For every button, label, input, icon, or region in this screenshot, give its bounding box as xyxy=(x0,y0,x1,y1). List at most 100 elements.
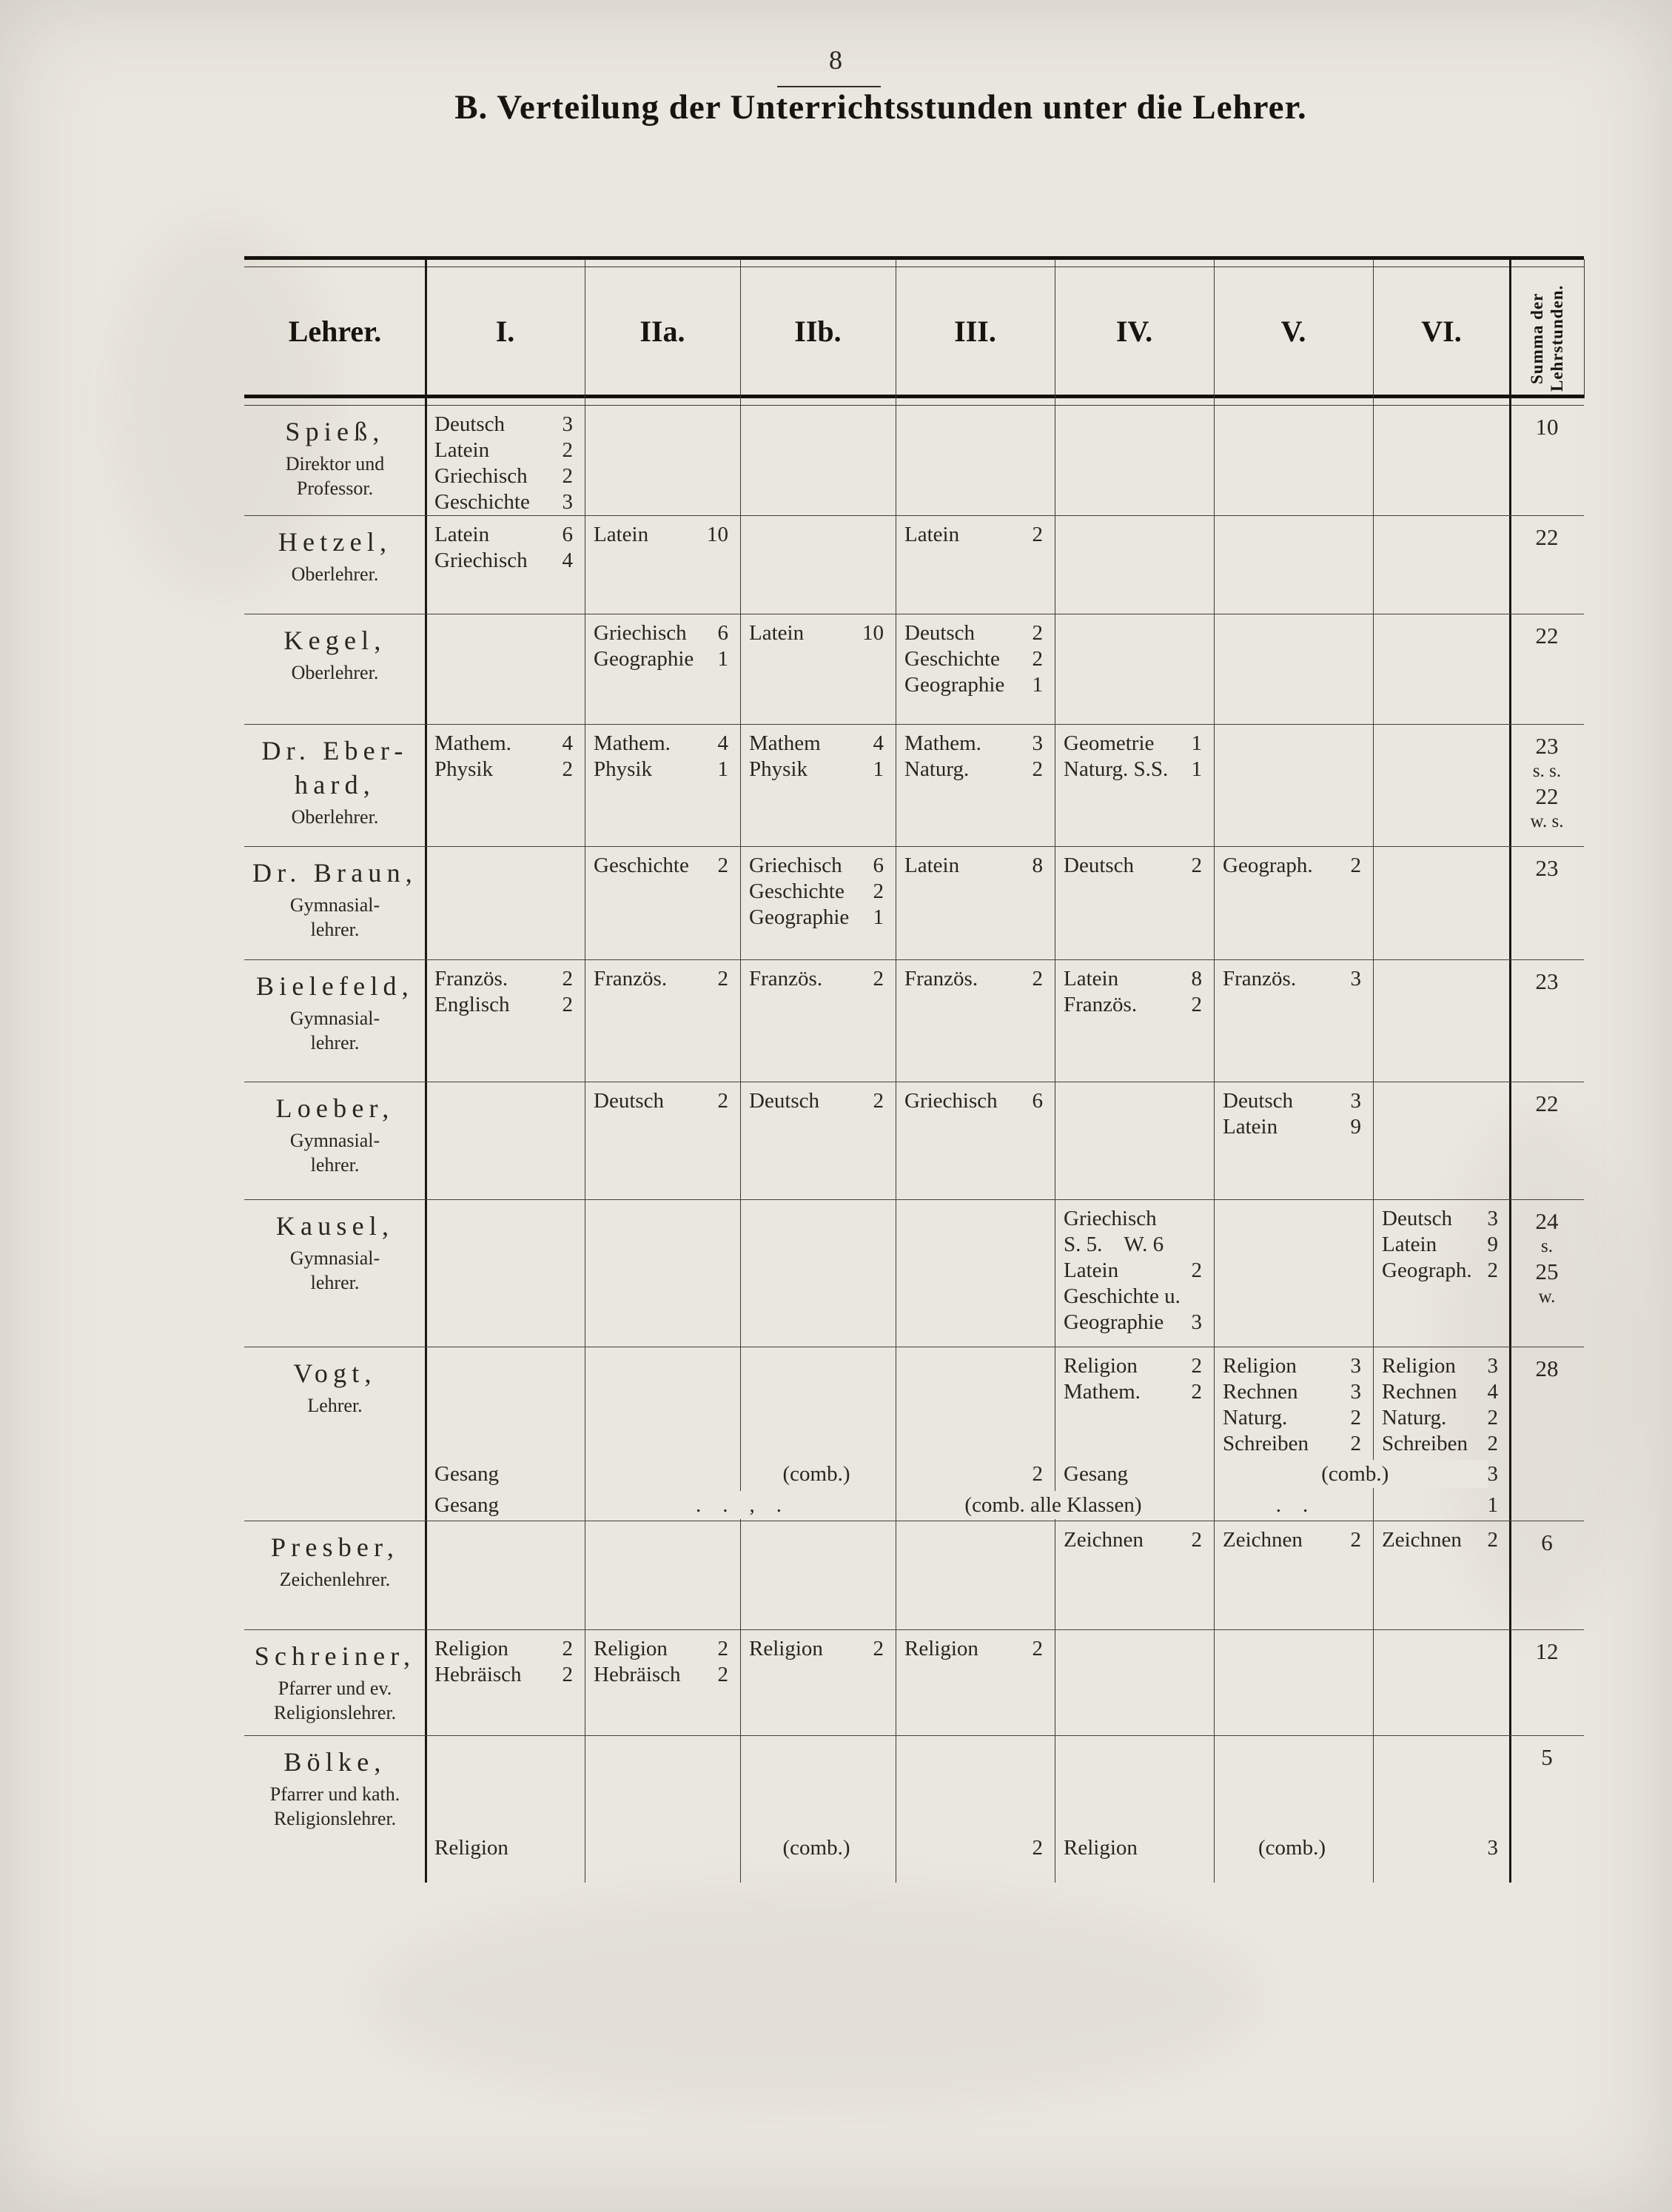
subject-line: Geographie 3 xyxy=(1055,1310,1214,1335)
subject-label: Hebräisch xyxy=(434,1663,522,1686)
summa-cell: 22 xyxy=(1510,516,1584,586)
subject-label: Englisch xyxy=(434,993,510,1016)
summa-value: 22 xyxy=(1535,623,1559,648)
subject-line: Physik 1 xyxy=(740,757,896,782)
combined-segment: 2 xyxy=(896,1831,1055,1862)
cell-class-III: Französ. 2 xyxy=(896,960,1055,1055)
subject-label: Latein xyxy=(434,523,490,546)
subject-line: Geschichte 2 xyxy=(740,879,896,905)
subject-label: Religion xyxy=(904,1637,978,1660)
cell-class-IV: Griechisch S. 5. W. 6 Latein 2 Geschichte u.… xyxy=(1055,1200,1214,1335)
subject-line: Geschichte u. xyxy=(1055,1284,1214,1310)
combined-segment: Gesang xyxy=(426,1488,585,1519)
subject-label: Französ. xyxy=(904,967,978,991)
paper-stain xyxy=(111,222,333,592)
subject-line: Rechnen 3 xyxy=(1214,1379,1373,1405)
summa-value: 28 xyxy=(1535,1355,1559,1381)
teacher-name: Dr. Braun, xyxy=(252,858,417,888)
subject-label: Geographie xyxy=(1064,1310,1164,1334)
teacher-name-cell: Schreiner, Pfarrer und ev. Religionslehrer… xyxy=(244,1630,426,1725)
paper-stain xyxy=(1443,1110,1636,1629)
column-divider-line xyxy=(1509,259,1511,1883)
subject-hours: 3 xyxy=(1487,1354,1499,1378)
subject-hours: 2 xyxy=(1487,1432,1499,1455)
subject-line: Griechisch 4 xyxy=(426,548,585,574)
cell-class-III: Latein 8 xyxy=(896,847,1055,942)
subject-label: Geschichte xyxy=(594,854,689,877)
subject-line: Mathem. 3 xyxy=(896,731,1055,757)
subject-hours: 3 xyxy=(1350,967,1362,991)
segment-left: Gesang xyxy=(1064,1462,1128,1486)
combined-subject-line: Religion (comb.) 2 Religion (comb.) 3 xyxy=(426,1831,1510,1862)
subject-label: Latein xyxy=(434,438,490,462)
subject-label: Französ. xyxy=(594,967,668,991)
subject-label: S. 5. W. 6 xyxy=(1064,1233,1164,1256)
subject-line: Naturg. S.S. 1 xyxy=(1055,757,1214,782)
subject-label: Mathem. xyxy=(1064,1380,1141,1404)
subject-label: Deutsch xyxy=(904,621,976,645)
subject-label: Rechnen xyxy=(1223,1380,1298,1404)
subject-hours: 2 xyxy=(1032,967,1044,991)
segment-center: . . xyxy=(1223,1491,1361,1519)
column-lines xyxy=(244,259,1585,1883)
summa-cell: 28 xyxy=(1510,1347,1584,1457)
subject-line: Geschichte 2 xyxy=(896,646,1055,672)
header-bottom-rule xyxy=(244,395,1584,406)
subject-label: Griechisch xyxy=(434,549,528,572)
subject-label: Französ. xyxy=(1223,967,1297,991)
subject-label: Mathem xyxy=(749,731,821,755)
subject-label: Geographie xyxy=(749,905,850,929)
subject-line: Geschichte 3 xyxy=(426,489,585,515)
subject-line: Französ. 2 xyxy=(585,966,740,992)
subject-hours: 2 xyxy=(1191,1259,1203,1282)
teacher-role: Gymnasial- xyxy=(289,1130,380,1151)
combined-segment: (comb.) 3 xyxy=(1214,1457,1510,1488)
subject-label: Geograph. xyxy=(1223,854,1313,877)
combined-segment: (comb.) xyxy=(740,1457,896,1488)
combined-segment: 3 xyxy=(1373,1831,1510,1862)
subject-hours: 2 xyxy=(1350,1528,1362,1552)
cell-class-IIa: Griechisch 6 Geographie 1 xyxy=(585,614,740,698)
teacher-name-cell: Spieß, Direktor und Professor. xyxy=(244,406,426,515)
subject-label: Geometrie xyxy=(1064,731,1155,755)
subject-line: Griechisch 6 xyxy=(740,853,896,879)
subject-hours: 10 xyxy=(707,523,728,546)
subject-hours: 6 xyxy=(562,523,574,546)
subject-line: Geograph. 2 xyxy=(1373,1258,1510,1284)
cell-class-VI: Deutsch 3 Latein 9 Geograph. 2 xyxy=(1373,1200,1510,1335)
subject-label: Latein xyxy=(1064,1259,1119,1282)
cell-class-V: Französ. 3 xyxy=(1214,960,1373,1055)
teacher-name-cell: Dr. Braun, Gymnasial-lehrer. xyxy=(244,847,426,942)
combined-segment: Gesang xyxy=(1055,1457,1214,1488)
subject-line: Latein 2 xyxy=(426,438,585,463)
subject-label: Französ. xyxy=(434,967,508,991)
column-divider-line xyxy=(425,259,427,1883)
subject-hours: 1 xyxy=(873,757,884,781)
segment-right: 2 xyxy=(1032,1462,1044,1486)
subject-hours: 2 xyxy=(1191,993,1203,1016)
teacher-role: Gymnasial- xyxy=(289,1247,380,1269)
summa-cell: 23 xyxy=(1510,960,1584,1055)
subject-hours: 6 xyxy=(1032,1089,1044,1113)
cell-class-IIb: Deutsch 2 xyxy=(740,1082,896,1177)
summa-cell: 23 s. s. 22 w. s. xyxy=(1510,725,1584,833)
summa-value: 22 xyxy=(1535,1090,1559,1116)
subject-hours: 2 xyxy=(1032,757,1044,781)
subject-hours: 2 xyxy=(1487,1406,1499,1430)
subject-label: Griechisch xyxy=(1064,1207,1157,1230)
class-column-header: IIa. xyxy=(639,314,685,348)
subject-line: Geographie 1 xyxy=(896,672,1055,698)
teacher-name: Hetzel, xyxy=(278,527,392,557)
cell-class-IV: Geometrie 1 Naturg. S.S. 1 xyxy=(1055,725,1214,833)
subject-label: Religion xyxy=(1064,1354,1138,1378)
subject-label: Latein xyxy=(904,523,960,546)
teacher-name-cell: Presber, Zeichenlehrer. xyxy=(244,1521,426,1592)
subject-line: Latein 6 xyxy=(426,522,585,548)
cell-class-IIa: Geschichte 2 xyxy=(585,847,740,942)
subject-label: Griechisch xyxy=(749,854,842,877)
page-number-rule xyxy=(777,86,881,87)
subject-line: Geographie 1 xyxy=(585,646,740,672)
summa-cell: 23 xyxy=(1510,847,1584,942)
subject-line: Rechnen 4 xyxy=(1373,1379,1510,1405)
subject-line: Hebräisch 2 xyxy=(585,1662,740,1688)
